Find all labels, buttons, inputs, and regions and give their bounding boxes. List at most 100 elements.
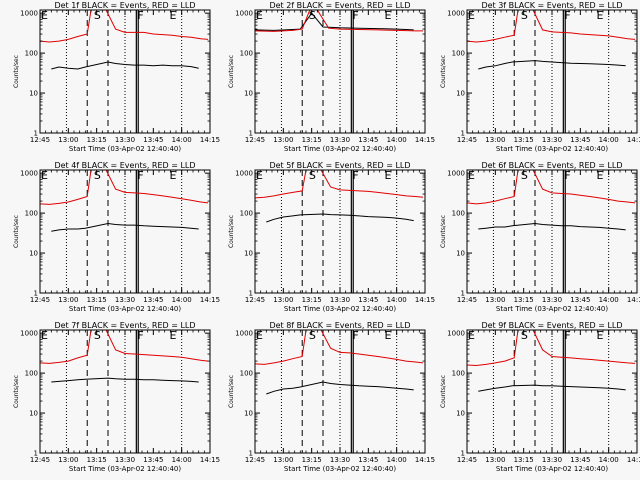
attenuator-marker: S xyxy=(521,329,528,342)
attenuator-marker: E xyxy=(384,9,391,22)
x-tick-label: 14:15 xyxy=(200,136,220,144)
y-tick-label: 10 xyxy=(29,410,38,418)
x-tick-label: 14:00 xyxy=(599,456,619,464)
panel-title: Det 5f BLACK = Events, RED = LLD xyxy=(269,161,410,170)
x-tick-label: 12:45 xyxy=(457,456,477,464)
attenuator-marker: F xyxy=(137,169,143,182)
x-tick-label: 13:45 xyxy=(143,296,163,304)
x-axis-label: Start Time (03-Apr-02 12:40:40) xyxy=(69,465,181,473)
attenuator-marker: E xyxy=(41,329,48,342)
y-tick-label: 1 xyxy=(249,130,253,138)
y-tick-label: 1 xyxy=(34,290,38,298)
x-tick-label: 13:30 xyxy=(115,136,135,144)
x-tick-label: 13:30 xyxy=(542,456,562,464)
x-tick-label: 14:00 xyxy=(172,456,192,464)
attenuator-marker: E xyxy=(596,169,603,182)
y-tick-label: 1 xyxy=(249,290,253,298)
x-tick-label: 12:45 xyxy=(245,456,265,464)
x-tick-label: 13:00 xyxy=(273,136,293,144)
attenuator-marker: E xyxy=(256,9,263,22)
x-tick-label: 12:45 xyxy=(30,456,50,464)
attenuator-marker: F xyxy=(564,9,570,22)
y-tick-label: 1 xyxy=(461,130,465,138)
attenuator-marker: E xyxy=(169,169,176,182)
x-tick-label: 13:45 xyxy=(570,456,590,464)
y-tick-label: 1000 xyxy=(235,330,253,338)
panel-title: Det 2f BLACK = Events, RED = LLD xyxy=(269,1,410,10)
events-series-line xyxy=(478,60,626,70)
attenuator-marker: S xyxy=(94,169,101,182)
panel-title: Det 9f BLACK = Events, RED = LLD xyxy=(481,321,622,330)
attenuator-marker: S xyxy=(521,169,528,182)
y-axis-label: Counts/sec xyxy=(228,215,235,248)
panel-title: Det 6f BLACK = Events, RED = LLD xyxy=(481,161,622,170)
lld-series-line xyxy=(39,329,209,364)
x-tick-label: 13:00 xyxy=(58,296,78,304)
x-tick-label: 13:00 xyxy=(273,456,293,464)
y-tick-label: 1000 xyxy=(447,170,465,178)
lld-series-line xyxy=(254,9,424,32)
attenuator-marker: S xyxy=(521,9,528,22)
x-tick-label: 12:45 xyxy=(245,136,265,144)
x-tick-label: 14:00 xyxy=(599,296,619,304)
x-tick-label: 14:15 xyxy=(200,296,220,304)
x-axis-label: Start Time (03-Apr-02 12:40:40) xyxy=(69,305,181,313)
x-tick-label: 13:15 xyxy=(514,136,534,144)
x-tick-label: 14:15 xyxy=(415,296,435,304)
x-tick-label: 12:45 xyxy=(30,296,50,304)
x-tick-label: 12:45 xyxy=(245,296,265,304)
y-tick-label: 10 xyxy=(456,410,465,418)
x-tick-label: 13:45 xyxy=(570,136,590,144)
x-axis-label: Start Time (03-Apr-02 12:40:40) xyxy=(284,305,396,313)
x-tick-label: 13:45 xyxy=(570,296,590,304)
lld-series-line xyxy=(466,9,636,43)
attenuator-marker: E xyxy=(468,9,475,22)
attenuator-marker: E xyxy=(596,9,603,22)
attenuator-marker: S xyxy=(309,9,316,22)
attenuator-marker: E xyxy=(468,329,475,342)
y-tick-label: 100 xyxy=(452,210,465,218)
x-tick-label: 14:15 xyxy=(627,456,640,464)
lld-series-line xyxy=(39,169,209,205)
x-tick-label: 13:15 xyxy=(302,136,322,144)
x-tick-label: 13:30 xyxy=(330,136,350,144)
y-tick-label: 10 xyxy=(29,250,38,258)
x-tick-label: 13:15 xyxy=(514,456,534,464)
lld-series-line xyxy=(466,169,636,205)
y-tick-label: 100 xyxy=(25,370,38,378)
x-tick-label: 13:00 xyxy=(273,296,293,304)
x-tick-label: 13:45 xyxy=(358,456,378,464)
attenuator-marker: F xyxy=(564,329,570,342)
panel-title: Det 1f BLACK = Events, RED = LLD xyxy=(54,1,195,10)
events-series-line xyxy=(51,377,199,383)
attenuator-marker: S xyxy=(309,169,316,182)
attenuator-marker: E xyxy=(384,169,391,182)
x-tick-label: 14:00 xyxy=(599,136,619,144)
y-tick-label: 10 xyxy=(456,90,465,98)
y-tick-label: 100 xyxy=(452,370,465,378)
y-tick-label: 10 xyxy=(244,410,253,418)
x-tick-label: 14:15 xyxy=(415,136,435,144)
lld-series-line xyxy=(254,169,424,199)
y-tick-label: 1000 xyxy=(20,330,38,338)
x-tick-label: 12:45 xyxy=(457,296,477,304)
y-axis-label: Counts/sec xyxy=(13,215,20,248)
panel-title: Det 7f BLACK = Events, RED = LLD xyxy=(54,321,195,330)
x-tick-label: 14:15 xyxy=(200,456,220,464)
events-series-line xyxy=(266,381,414,395)
x-tick-label: 13:30 xyxy=(115,456,135,464)
events-series-line xyxy=(478,222,626,231)
x-tick-label: 13:30 xyxy=(330,456,350,464)
attenuator-marker: E xyxy=(468,169,475,182)
panel-title: Det 3f BLACK = Events, RED = LLD xyxy=(481,1,622,10)
x-axis-label: Start Time (03-Apr-02 12:40:40) xyxy=(69,145,181,153)
x-axis-label: Start Time (03-Apr-02 12:40:40) xyxy=(284,465,396,473)
x-tick-label: 13:00 xyxy=(58,456,78,464)
x-tick-label: 13:30 xyxy=(115,296,135,304)
y-tick-label: 1 xyxy=(461,450,465,458)
